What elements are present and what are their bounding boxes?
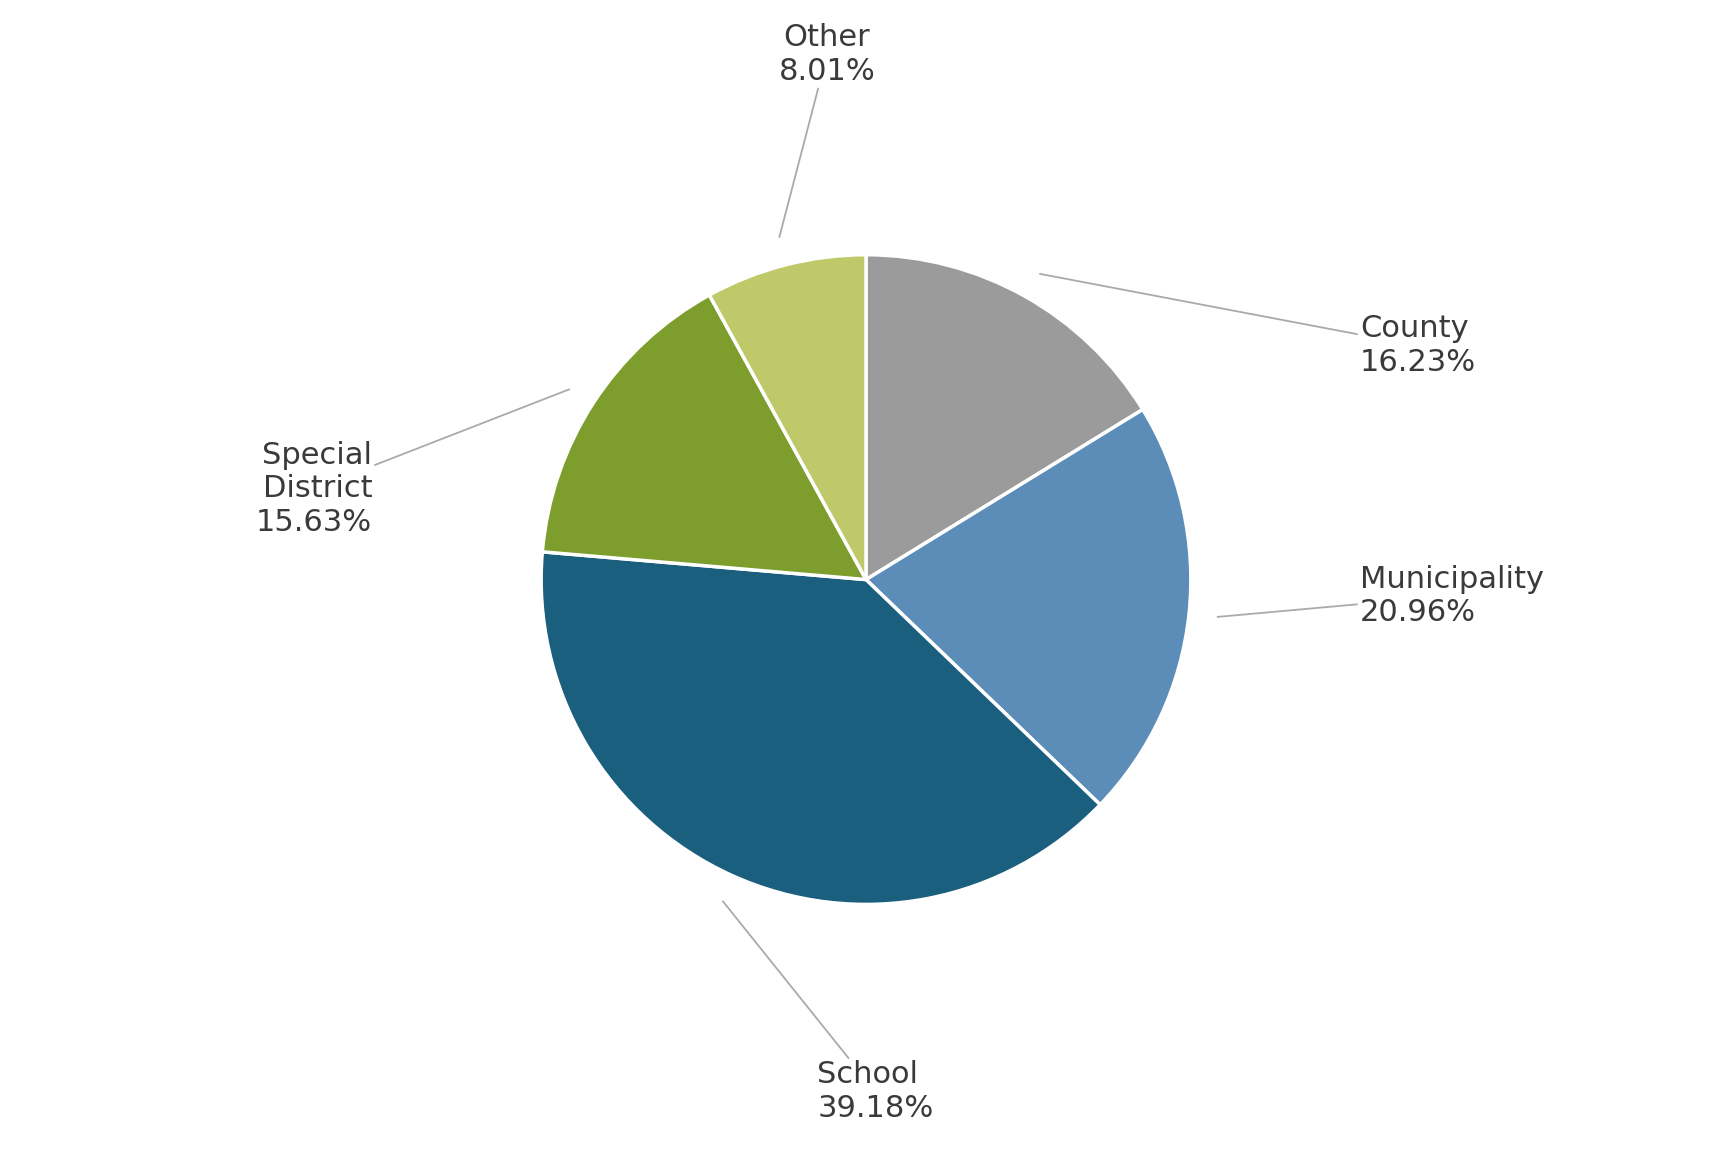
Text: Municipality
20.96%: Municipality 20.96%	[1218, 565, 1543, 627]
Wedge shape	[710, 255, 866, 580]
Wedge shape	[540, 552, 1100, 904]
Text: School
39.18%: School 39.18%	[722, 901, 934, 1123]
Wedge shape	[542, 295, 866, 580]
Wedge shape	[866, 255, 1143, 580]
Wedge shape	[866, 410, 1192, 805]
Text: Other
8.01%: Other 8.01%	[779, 23, 875, 237]
Text: County
16.23%: County 16.23%	[1039, 274, 1476, 377]
Text: Special
District
15.63%: Special District 15.63%	[256, 389, 570, 537]
